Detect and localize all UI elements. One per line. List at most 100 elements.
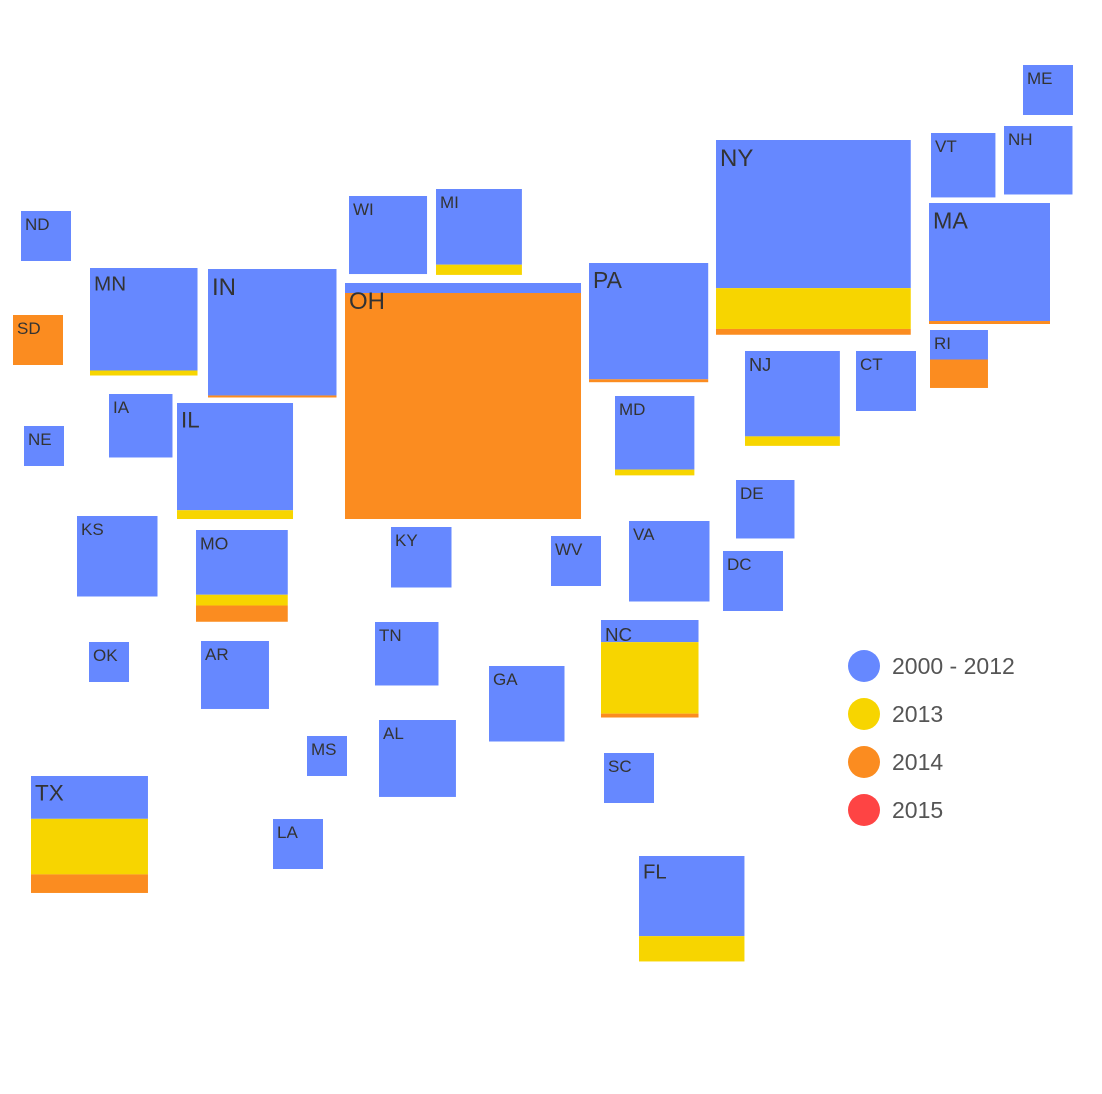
segment-ri-0[interactable]	[930, 330, 988, 360]
state-mo[interactable]: MO	[196, 530, 288, 622]
state-me[interactable]: ME	[1023, 65, 1073, 115]
segment-ms-0[interactable]	[307, 736, 347, 776]
segment-mi-1[interactable]	[436, 264, 522, 275]
segment-me-0[interactable]	[1023, 65, 1073, 115]
segment-md-0[interactable]	[615, 396, 695, 470]
legend-label-2014: 2014	[892, 749, 944, 775]
segment-va-0[interactable]	[629, 521, 710, 602]
state-nd[interactable]: ND	[21, 211, 71, 261]
segment-mo-2[interactable]	[196, 605, 288, 622]
segment-ma-2[interactable]	[929, 321, 1050, 324]
state-label-sd: SD	[17, 319, 41, 338]
segment-tx-2[interactable]	[31, 874, 148, 893]
state-ma[interactable]: MA	[929, 203, 1050, 324]
segment-mo-0[interactable]	[196, 530, 288, 595]
state-ri[interactable]: RI	[930, 330, 988, 388]
segment-wv-0[interactable]	[551, 536, 601, 586]
segment-tn-0[interactable]	[375, 622, 439, 686]
state-ar[interactable]: AR	[201, 641, 269, 709]
segment-dc-0[interactable]	[723, 551, 783, 611]
segment-nc-0[interactable]	[601, 620, 699, 643]
state-va[interactable]: VA	[629, 521, 710, 602]
state-nj[interactable]: NJ	[745, 351, 840, 446]
segment-in-2[interactable]	[208, 395, 337, 398]
segment-ri-2[interactable]	[930, 359, 988, 388]
state-tx[interactable]: TX	[31, 776, 148, 893]
segment-wi-0[interactable]	[349, 196, 428, 275]
segment-md-1[interactable]	[615, 469, 695, 476]
state-fl[interactable]: FL	[639, 856, 745, 962]
segment-ny-1[interactable]	[716, 288, 911, 329]
segment-ia-0[interactable]	[109, 394, 173, 458]
segment-sc-0[interactable]	[604, 753, 654, 803]
segment-mn-1[interactable]	[90, 370, 198, 376]
state-il[interactable]: IL	[177, 403, 294, 520]
segment-ar-0[interactable]	[201, 641, 269, 709]
state-ga[interactable]: GA	[489, 666, 565, 742]
segment-oh-0[interactable]	[345, 283, 582, 293]
state-ny[interactable]: NY	[716, 140, 911, 335]
segment-fl-1[interactable]	[639, 936, 745, 962]
state-wv[interactable]: WV	[551, 536, 601, 586]
segment-nd-0[interactable]	[21, 211, 71, 261]
segment-nh-0[interactable]	[1004, 126, 1073, 195]
state-nh[interactable]: NH	[1004, 126, 1073, 195]
state-label-va: VA	[633, 525, 655, 544]
state-ks[interactable]: KS	[77, 516, 158, 597]
segment-ok-0[interactable]	[89, 642, 129, 682]
segment-il-0[interactable]	[177, 403, 294, 511]
state-in[interactable]: IN	[208, 269, 337, 398]
state-sd[interactable]: SD	[13, 315, 63, 365]
segment-pa-0[interactable]	[589, 263, 709, 380]
segment-tx-0[interactable]	[31, 776, 148, 819]
state-mi[interactable]: MI	[436, 189, 522, 275]
state-ok[interactable]: OK	[89, 642, 129, 682]
segment-ga-0[interactable]	[489, 666, 565, 742]
segment-tx-1[interactable]	[31, 818, 148, 875]
state-ky[interactable]: KY	[391, 527, 452, 588]
segment-mo-1[interactable]	[196, 594, 288, 606]
segment-ky-0[interactable]	[391, 527, 452, 588]
segment-ne-0[interactable]	[24, 426, 64, 466]
segment-ks-0[interactable]	[77, 516, 158, 597]
segment-la-0[interactable]	[273, 819, 323, 869]
segment-ny-0[interactable]	[716, 140, 911, 289]
segment-fl-0[interactable]	[639, 856, 745, 937]
state-ct[interactable]: CT	[856, 351, 916, 411]
state-label-wi: WI	[353, 200, 374, 219]
state-md[interactable]: MD	[615, 396, 695, 476]
segment-nj-1[interactable]	[745, 436, 840, 446]
state-de[interactable]: DE	[736, 480, 795, 539]
state-nc[interactable]: NC	[601, 620, 699, 718]
segment-il-1[interactable]	[177, 510, 294, 520]
state-ne[interactable]: NE	[24, 426, 64, 466]
state-tn[interactable]: TN	[375, 622, 439, 686]
segment-vt-0[interactable]	[931, 133, 996, 198]
segment-de-0[interactable]	[736, 480, 795, 539]
segment-ct-0[interactable]	[856, 351, 916, 411]
segment-mn-0[interactable]	[90, 268, 198, 371]
state-ia[interactable]: IA	[109, 394, 173, 458]
segment-in-0[interactable]	[208, 269, 337, 396]
segment-ny-2[interactable]	[716, 328, 911, 335]
segment-al-0[interactable]	[379, 720, 456, 797]
segment-sd-2[interactable]	[13, 315, 63, 365]
state-label-al: AL	[383, 724, 404, 743]
state-sc[interactable]: SC	[604, 753, 654, 803]
state-mn[interactable]: MN	[90, 268, 198, 376]
state-oh[interactable]: OH	[345, 283, 582, 520]
segment-mi-0[interactable]	[436, 189, 522, 265]
segment-nj-0[interactable]	[745, 351, 840, 437]
state-vt[interactable]: VT	[931, 133, 996, 198]
state-ms[interactable]: MS	[307, 736, 347, 776]
segment-oh-2[interactable]	[345, 292, 582, 520]
state-wi[interactable]: WI	[349, 196, 428, 275]
state-al[interactable]: AL	[379, 720, 456, 797]
state-pa[interactable]: PA	[589, 263, 709, 383]
state-dc[interactable]: DC	[723, 551, 783, 611]
segment-nc-1[interactable]	[601, 642, 699, 714]
state-la[interactable]: LA	[273, 819, 323, 869]
segment-ma-0[interactable]	[929, 203, 1050, 322]
segment-pa-2[interactable]	[589, 379, 709, 383]
segment-nc-2[interactable]	[601, 713, 699, 718]
